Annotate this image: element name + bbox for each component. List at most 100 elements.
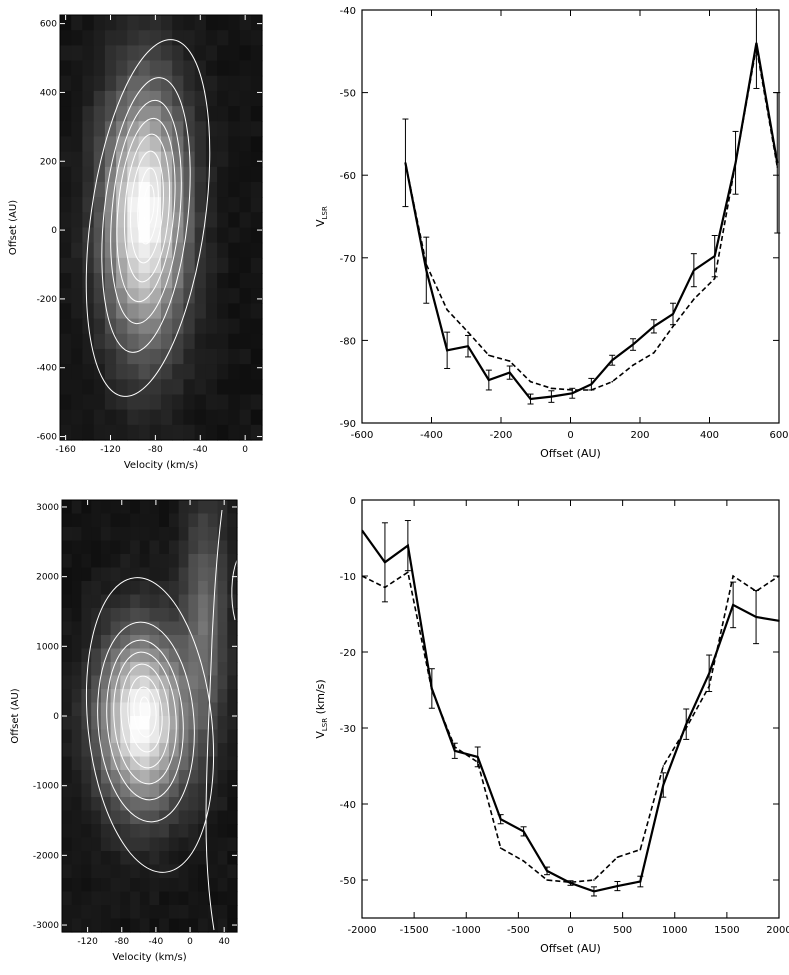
contour — [110, 99, 182, 325]
model-point — [488, 354, 490, 357]
contour — [127, 675, 163, 753]
y-tick-label: -10 — [340, 572, 356, 583]
intensity-pixels — [60, 15, 263, 441]
y-tick-label: 1000 — [36, 642, 59, 652]
observed-curve — [362, 529, 780, 893]
contour — [123, 133, 171, 283]
contour — [231, 559, 238, 621]
contour — [133, 686, 157, 738]
model-point — [529, 380, 532, 383]
contour — [85, 577, 215, 873]
model-point — [755, 590, 757, 592]
y-tick-label: -40 — [340, 800, 356, 811]
x-tick-label: 400 — [700, 430, 719, 441]
y-tick-label: -80 — [340, 336, 356, 347]
data-point — [778, 620, 780, 622]
y-tick-label: -40 — [340, 6, 356, 17]
model-point — [593, 879, 595, 881]
x-tick-label: -160 — [55, 445, 76, 455]
model-point — [499, 847, 502, 849]
x-tick-label: 0 — [187, 937, 193, 947]
y-tick-label: -2000 — [33, 851, 59, 861]
model-point — [685, 727, 688, 729]
image-frame — [59, 14, 263, 441]
x-tick-label: -80 — [114, 937, 129, 947]
x-tick-label: -600 — [351, 430, 374, 441]
model-point — [362, 575, 363, 577]
model-point — [632, 364, 634, 366]
y-tick-label: -50 — [340, 89, 356, 100]
model-point — [672, 325, 674, 328]
y-tick-label: -60 — [340, 171, 356, 182]
data-point — [362, 529, 363, 532]
x-tick-label: 1000 — [662, 925, 687, 936]
model-point — [778, 575, 780, 577]
x-axis-label: Offset (AU) — [540, 942, 601, 955]
observed-curve — [404, 42, 779, 401]
model-point — [404, 162, 407, 164]
y-tick-label: -3000 — [33, 921, 59, 931]
x-tick-label: 2000 — [766, 925, 789, 936]
y-tick-label: 2000 — [36, 573, 59, 583]
contour — [137, 167, 159, 245]
x-tick-label: 500 — [613, 925, 632, 936]
model-point — [571, 389, 574, 391]
model-point — [616, 856, 619, 858]
x-tick-label: -40 — [149, 937, 164, 947]
contour — [106, 639, 184, 801]
velocity-curve-bottom: -2000 -1500 -1000 -500 0 500 1000 1500 2000 -50 -4… — [314, 496, 789, 955]
plot-frame — [361, 9, 780, 424]
x-tick-label: -120 — [100, 445, 121, 455]
x-tick-label: 0 — [567, 430, 573, 441]
y-tick-label: -400 — [37, 364, 58, 374]
model-point — [776, 166, 779, 168]
model-point — [431, 689, 433, 691]
model-point — [653, 351, 655, 354]
x-tick-label: 1500 — [714, 925, 739, 936]
contour — [139, 696, 151, 724]
x-tick-label: -400 — [420, 430, 443, 441]
contour-lines — [85, 509, 238, 931]
model-point — [407, 571, 409, 573]
model-point — [550, 387, 553, 390]
x-tick-label: -120 — [77, 937, 98, 947]
y-tick-label: 0 — [53, 712, 59, 722]
model-point — [734, 162, 737, 164]
x-tick-label: -1500 — [400, 925, 429, 936]
x-tick-label: 0 — [242, 445, 248, 455]
contour — [120, 663, 170, 769]
y-tick-label: -20 — [340, 648, 356, 659]
x-tick-label: 0 — [567, 925, 573, 936]
y-tick-label: -600 — [37, 433, 58, 443]
x-tick-label: -500 — [507, 925, 530, 936]
y-tick-label: -90 — [340, 419, 356, 430]
model-point — [611, 380, 613, 383]
contour — [101, 77, 191, 353]
velocity-curve-top: -600 -400 -200 0 200 400 600 -90 -80 -70 -60 -50 -40… — [314, 6, 789, 460]
x-axis-label: Velocity (km/s) — [124, 460, 198, 471]
x-tick-label: 200 — [630, 430, 649, 441]
pv-diagram-top: -160 -120 -80 -40 0-600-400-2000200400600Vel… — [8, 14, 263, 471]
contour — [116, 117, 176, 303]
x-axis-label: Offset (AU) — [540, 447, 601, 460]
x-tick-label: -2000 — [347, 925, 376, 936]
model-point — [713, 277, 716, 280]
plot-frame — [361, 499, 780, 919]
contour — [97, 621, 195, 823]
y-tick-label: 400 — [40, 88, 57, 98]
model-point — [569, 881, 572, 884]
model-point — [476, 761, 479, 763]
contour — [143, 184, 155, 226]
x-tick-label: 40 — [218, 937, 230, 947]
y-axis-label: VLSR — [314, 206, 329, 227]
x-tick-label: 600 — [769, 430, 788, 441]
x-axis-label: Velocity (km/s) — [112, 952, 186, 963]
contour — [85, 39, 211, 397]
intensity-pixels — [62, 500, 238, 933]
y-tick-label: 600 — [40, 20, 57, 30]
model-point — [755, 46, 758, 48]
y-tick-label: 200 — [40, 157, 57, 167]
model-point — [446, 309, 448, 311]
y-tick-label: -200 — [37, 295, 58, 305]
